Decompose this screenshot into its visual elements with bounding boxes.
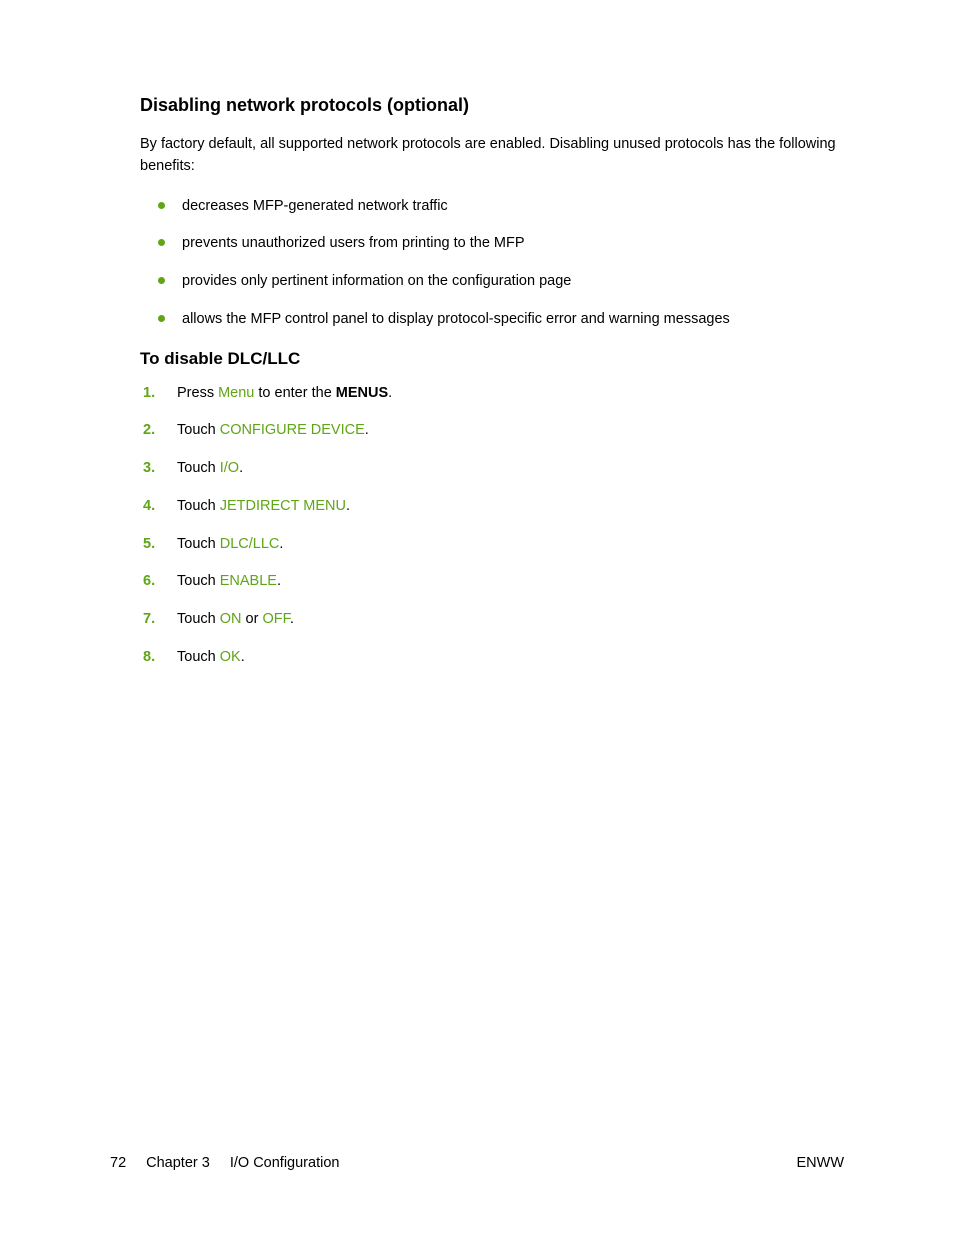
step-item: 4. Touch JETDIRECT MENU.	[143, 496, 844, 518]
menu-term: ON	[220, 611, 242, 627]
chapter-label: Chapter 3	[146, 1155, 210, 1171]
bold-term: MENUS	[336, 385, 388, 401]
footer-left: 72 Chapter 3 I/O Configuration	[110, 1155, 339, 1171]
step-number: 7.	[143, 609, 177, 631]
steps-list: 1. Press Menu to enter the MENUS. 2. Tou…	[143, 383, 844, 669]
step-item: 2. Touch CONFIGURE DEVICE.	[143, 420, 844, 442]
list-item: allows the MFP control panel to display …	[158, 309, 844, 331]
menu-term: JETDIRECT MENU	[220, 498, 346, 514]
list-item: decreases MFP-generated network traffic	[158, 196, 844, 218]
step-text: Touch I/O.	[177, 458, 844, 480]
step-text: Touch OK.	[177, 647, 844, 669]
step-text: Press Menu to enter the MENUS.	[177, 383, 844, 405]
chapter-title: I/O Configuration	[230, 1155, 340, 1171]
step-text: Touch DLC/LLC.	[177, 534, 844, 556]
menu-term: I/O	[220, 460, 239, 476]
list-item: prevents unauthorized users from printin…	[158, 233, 844, 255]
step-item: 3. Touch I/O.	[143, 458, 844, 480]
step-text: Touch ENABLE.	[177, 571, 844, 593]
step-number: 4.	[143, 496, 177, 518]
menu-term: OK	[220, 649, 241, 665]
step-number: 6.	[143, 571, 177, 593]
step-number: 1.	[143, 383, 177, 405]
step-number: 2.	[143, 420, 177, 442]
menu-term: CONFIGURE DEVICE	[220, 422, 365, 438]
intro-paragraph: By factory default, all supported networ…	[140, 134, 844, 178]
step-text: Touch ON or OFF.	[177, 609, 844, 631]
step-text: Touch JETDIRECT MENU.	[177, 496, 844, 518]
menu-term: DLC/LLC	[220, 536, 280, 552]
menu-term: Menu	[218, 385, 254, 401]
footer-right: ENWW	[796, 1155, 844, 1171]
step-number: 3.	[143, 458, 177, 480]
step-item: 6. Touch ENABLE.	[143, 571, 844, 593]
benefits-list: decreases MFP-generated network traffic …	[158, 196, 844, 331]
page-footer: 72 Chapter 3 I/O Configuration ENWW	[110, 1155, 844, 1171]
step-item: 7. Touch ON or OFF.	[143, 609, 844, 631]
list-item: provides only pertinent information on t…	[158, 271, 844, 293]
menu-term: ENABLE	[220, 573, 277, 589]
page-number: 72	[110, 1155, 126, 1171]
step-item: 1. Press Menu to enter the MENUS.	[143, 383, 844, 405]
step-number: 5.	[143, 534, 177, 556]
step-item: 5. Touch DLC/LLC.	[143, 534, 844, 556]
section-heading-1: Disabling network protocols (optional)	[140, 95, 844, 116]
step-text: Touch CONFIGURE DEVICE.	[177, 420, 844, 442]
step-number: 8.	[143, 647, 177, 669]
section-heading-2: To disable DLC/LLC	[140, 349, 844, 369]
menu-term: OFF	[262, 611, 289, 627]
step-item: 8. Touch OK.	[143, 647, 844, 669]
